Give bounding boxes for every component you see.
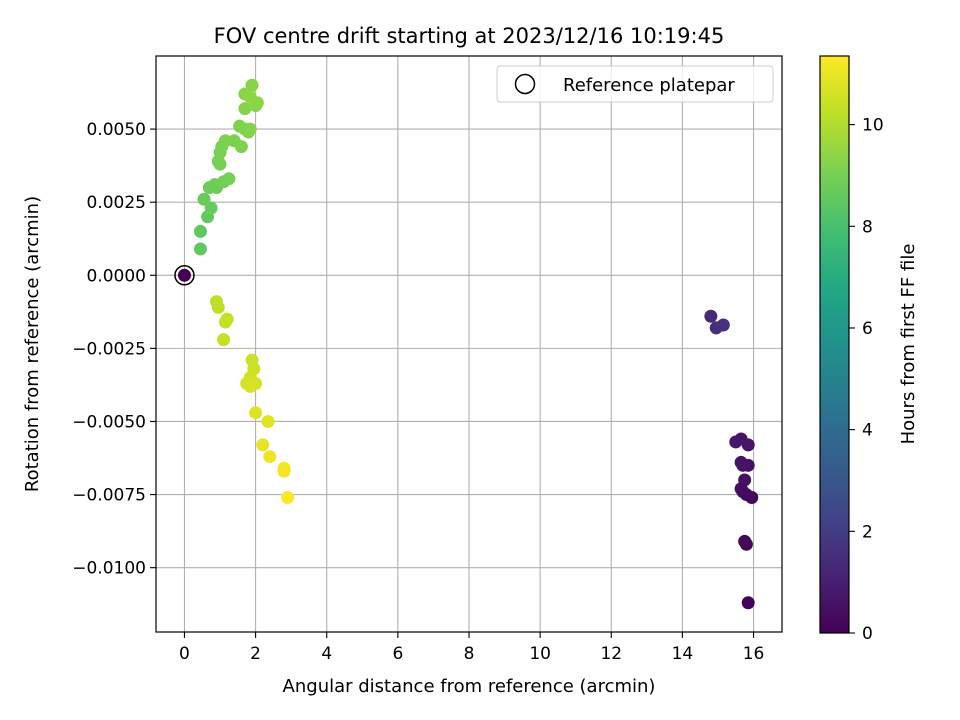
y-axis-ticks: −0.0100 −0.0075 −0.0050 −0.0025 0.0000 0.0025…	[72, 120, 156, 579]
data-point	[218, 134, 232, 148]
y-tick-label: −0.0025	[72, 339, 146, 359]
legend-box	[496, 65, 774, 103]
x-tick-label: 14	[672, 644, 694, 664]
y-axis-label: Rotation from reference (arcmin)	[22, 196, 43, 492]
x-tick-label: 6	[392, 644, 403, 664]
legend-label-reference: Reference platepar	[563, 75, 735, 96]
x-axis-ticks: 0 2 4 6 8 10 12 14 16	[179, 632, 764, 664]
colorbar-gradient	[819, 55, 850, 634]
colorbar: 0 2 4 6 8 10 Hours from first FF file	[819, 55, 919, 644]
data-point	[729, 435, 743, 449]
x-tick-label: 10	[529, 644, 551, 664]
y-tick-label: −0.0050	[72, 412, 146, 432]
data-point	[277, 464, 291, 478]
data-point	[243, 379, 257, 393]
data-point	[193, 224, 207, 238]
colorbar-tick-label: 4	[862, 421, 873, 441]
colorbar-ticks: 0 2 4 6 8 10	[849, 116, 884, 644]
y-tick-label: 0.0025	[87, 193, 146, 213]
data-point	[261, 414, 275, 428]
data-point	[211, 300, 225, 314]
data-point	[245, 78, 259, 92]
x-tick-label: 0	[179, 644, 190, 664]
y-tick-label: −0.0100	[72, 559, 146, 579]
data-point	[249, 406, 263, 420]
data-point	[716, 318, 730, 332]
colorbar-tick-label: 8	[862, 217, 873, 237]
colorbar-tick-label: 2	[862, 522, 873, 542]
data-point	[197, 192, 211, 206]
y-tick-label: 0.0050	[87, 120, 146, 140]
colorbar-tick-label: 6	[862, 319, 873, 339]
data-point	[243, 122, 257, 136]
data-point	[234, 140, 248, 154]
legend-marker-reference	[514, 73, 536, 95]
data-point	[222, 172, 236, 186]
data-point	[193, 242, 207, 256]
data-point	[238, 102, 252, 116]
colorbar-tick-label: 10	[862, 116, 884, 136]
data-point	[177, 268, 191, 282]
chart-title: FOV centre drift starting at 2023/12/16 …	[214, 24, 725, 48]
x-axis-label: Angular distance from reference (arcmin)	[283, 676, 656, 697]
data-point	[734, 455, 748, 469]
x-tick-label: 16	[743, 644, 765, 664]
data-point	[263, 450, 277, 464]
data-point	[738, 534, 752, 548]
data-point	[738, 473, 752, 487]
data-point	[217, 333, 231, 347]
colorbar-label: Hours from first FF file	[898, 244, 919, 445]
x-tick-label: 2	[250, 644, 261, 664]
data-point	[704, 309, 718, 323]
legend: Reference platepar	[496, 65, 774, 103]
data-point	[256, 438, 270, 452]
data-point	[204, 201, 218, 215]
scatter-points	[174, 78, 759, 610]
data-point	[741, 596, 755, 610]
plot-area-frame	[155, 55, 783, 633]
data-point	[243, 90, 257, 104]
data-point	[218, 315, 232, 329]
grid-lines	[156, 56, 782, 632]
y-tick-label: −0.0075	[72, 486, 146, 506]
y-tick-label: 0.0000	[87, 266, 146, 286]
x-tick-label: 12	[600, 644, 622, 664]
colorbar-tick-label: 0	[862, 624, 873, 644]
x-tick-label: 4	[321, 644, 332, 664]
x-tick-label: 8	[464, 644, 475, 664]
data-point	[281, 491, 295, 505]
reference-platepar-marker	[174, 265, 195, 286]
